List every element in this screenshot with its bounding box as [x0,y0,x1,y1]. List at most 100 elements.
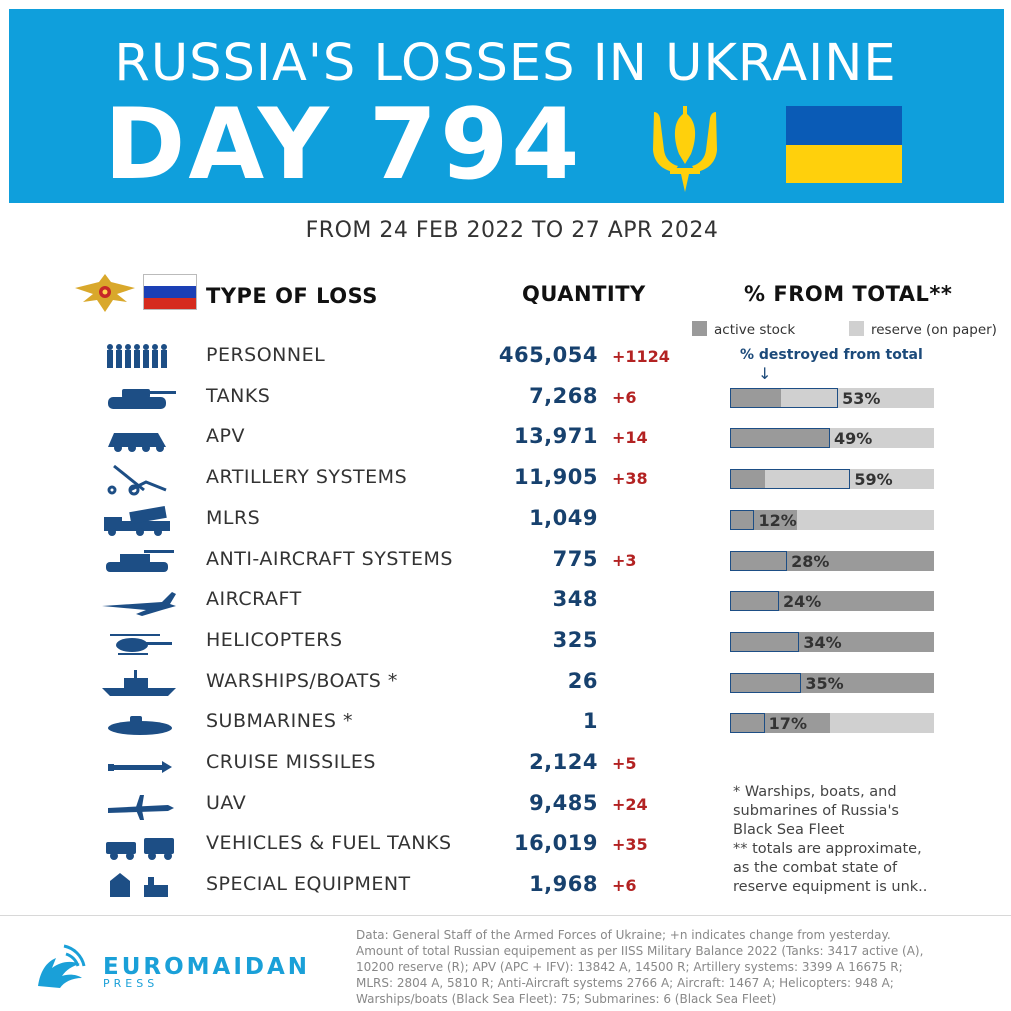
row-quantity: 325 [552,627,598,652]
row-delta: +38 [612,469,648,489]
bar-percent-label: 34% [803,632,842,652]
bar-percent-label: 17% [768,714,807,734]
legend-swatch-reserve [849,321,864,336]
bar-destroyed [730,509,755,530]
day-counter: DAY 794 [104,88,583,202]
row-quantity: 13,971 [513,424,598,449]
row-quantity: 465,054 [498,343,598,367]
aircraft-icon [102,592,176,617]
bar-track: 17% [730,713,934,734]
euromaidan-logo-icon [38,944,86,988]
russia-flag-icon [143,274,197,310]
row-label: PERSONNEL [206,344,326,366]
artillery-icon [107,464,167,496]
bar-track: 12% [730,509,934,530]
arrow-down-icon: ↓ [758,364,772,383]
row-label: UAV [206,791,247,814]
legend-active: active stock [692,321,795,338]
row-delta: +3 [612,550,637,570]
row-delta: +14 [612,428,648,448]
row-label: CRUISE MISSILES [206,751,376,773]
legend-swatch-active [692,321,707,336]
bar-percent-label: 12% [758,510,797,530]
row-quantity: 9,485 [529,790,598,815]
row-label: TANKS [206,384,271,407]
row-delta: +5 [612,754,637,773]
footnote: * Warships, boats, and submarines of Rus… [733,784,928,895]
bar-destroyed [730,387,839,408]
row-quantity: 2,124 [529,750,598,774]
bar-destroyed [730,469,851,490]
soldiers-icon [107,344,167,368]
special-equipment-icon [110,873,168,898]
uav-icon [108,794,174,820]
bar-destroyed [730,672,802,693]
row-delta: +24 [612,794,648,814]
legend-reserve: reserve (on paper) [849,321,997,338]
row-delta: +6 [612,876,637,896]
page-title: RUSSIA'S LOSSES IN UKRAINE [114,34,897,93]
vehicles-icon [106,838,174,861]
legend-reserve-label: reserve (on paper) [871,322,997,338]
bar-destroyed [730,550,788,571]
row-quantity: 16,019 [513,831,598,856]
trident-icon [653,106,717,192]
row-delta: +1124 [612,347,670,366]
row-label: AIRCRAFT [206,588,302,611]
bar-active-stock [730,387,781,408]
column-header-quantity: QUANTITY [522,282,646,306]
legend-active-label: active stock [714,322,796,338]
bar-percent-label: 35% [805,673,844,693]
row-quantity: 775 [552,546,598,571]
bar-active-stock [730,591,934,612]
row-quantity: 348 [552,587,598,612]
bar-destroyed [730,428,830,449]
date-range: FROM 24 FEB 2022 TO 27 APR 2024 [305,218,719,243]
bar-percent-label: 49% [833,429,873,449]
bar-destroyed [730,591,779,612]
row-quantity: 7,268 [529,383,598,408]
row-label: SPECIAL EQUIPMENT [206,873,411,896]
tank-icon [108,388,176,409]
bar-percent-label: 59% [854,470,893,490]
footer-divider [0,915,1011,916]
bar-percent-label: 28% [791,551,830,571]
bar-percent-label: 24% [782,592,822,612]
row-label: SUBMARINES * [206,710,354,733]
ukraine-flag-icon [786,106,902,183]
brand-sub: PRESS [103,977,159,990]
bar-track: 53% [730,387,934,408]
bar-destroyed [730,631,800,652]
row-label: MLRS [206,506,261,529]
helicopter-icon [110,633,172,655]
row-quantity: 11,905 [513,465,598,490]
row-label: VEHICLES & FUEL TANKS [206,832,452,855]
bar-active-stock [730,469,765,490]
bar-track: 35% [730,672,934,693]
mlrs-icon [104,505,170,536]
row-quantity: 1 [582,709,598,734]
russian-mod-emblem-icon [75,274,135,312]
bar-percent-label: 53% [842,388,881,408]
row-label: ARTILLERY SYSTEMS [206,466,408,489]
bar-track: 24% [730,591,934,612]
row-quantity: 26 [567,668,598,693]
row-label: HELICOPTERS [206,628,343,651]
destroyed-legend: % destroyed from total [740,347,923,363]
bar-track: 59% [730,469,934,490]
warship-icon [102,669,176,696]
column-header-percent: % FROM TOTAL** [744,282,953,306]
bar-track: 28% [730,550,934,571]
row-label: ANTI-AIRCRAFT SYSTEMS [206,547,453,570]
bar-track: 34% [730,631,934,652]
row-label: APV [206,425,245,448]
submarine-icon [108,716,172,736]
row-delta: +6 [612,387,637,407]
row-quantity: 1,968 [529,872,598,897]
anti-aircraft-icon [106,549,174,572]
row-quantity: 1,049 [529,505,598,530]
brand-name: EUROMAIDAN [103,954,311,980]
cruise-missile-icon [108,761,172,773]
column-header-type: TYPE OF LOSS [206,284,378,308]
bar-track: 49% [730,428,934,449]
